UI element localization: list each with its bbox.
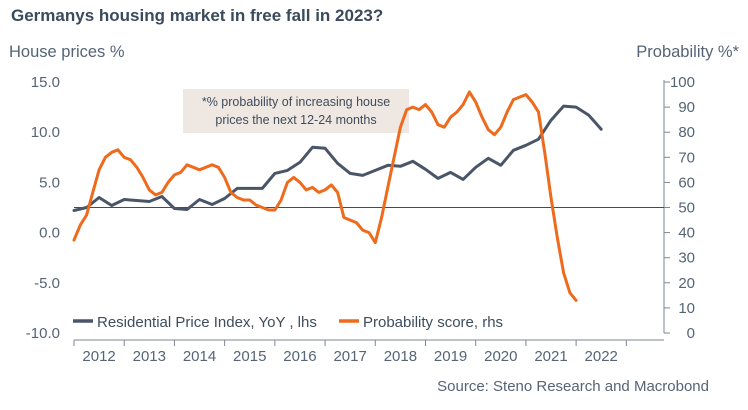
chart-title: Germanys housing market in free fall in …: [11, 6, 384, 25]
right-tick-label: 60: [678, 174, 695, 191]
left-tick-label: -5.0: [34, 275, 60, 292]
left-tick-label: 0.0: [39, 225, 60, 242]
left-axis-title: House prices %: [9, 43, 125, 61]
x-tick-label: 2013: [133, 348, 166, 365]
right-axis-title: Probability %*: [636, 43, 739, 61]
x-tick-label: 2015: [233, 348, 266, 365]
right-tick-label: 0: [687, 325, 695, 342]
left-tick-label: -10.0: [26, 325, 60, 342]
right-tick-label: 100: [670, 74, 695, 91]
x-tick-label: 2019: [434, 348, 467, 365]
legend: Residential Price Index, YoY , lhs Proba…: [73, 314, 503, 331]
right-tick-label: 10: [678, 300, 695, 317]
x-tick-label: 2014: [183, 348, 216, 365]
right-tick-label: 70: [678, 149, 695, 166]
series-lines: [72, 90, 603, 302]
x-axis: 2012 2013 2014 2015 2016 2017 2018 2019 2020 2021…: [73, 339, 664, 365]
annotation-line-2: prices the next 12-24 months: [215, 113, 376, 127]
right-tick-label: 90: [678, 99, 695, 116]
x-tick-label: 2017: [333, 348, 366, 365]
legend-label-price-index: Residential Price Index, YoY , lhs: [97, 314, 317, 331]
x-tick-label: 2018: [384, 348, 417, 365]
legend-label-probability: Probability score, rhs: [363, 314, 503, 331]
right-tick-label: 40: [678, 225, 695, 242]
left-tick-label: 15.0: [31, 74, 60, 91]
x-tick-label: 2020: [484, 348, 517, 365]
price-index-line: [72, 104, 603, 212]
left-tick-label: 5.0: [39, 174, 60, 191]
x-tick-label: 2016: [283, 348, 316, 365]
annotation-line-1: *% probability of increasing house: [202, 95, 390, 109]
right-tick-label: 30: [678, 250, 695, 267]
annotation-background: [183, 89, 409, 133]
probability-line: [72, 90, 578, 302]
right-tick-label: 20: [678, 275, 695, 292]
left-tick-label: 10.0: [31, 124, 60, 141]
right-axis-ticks: 0 10 20 30 40 50 60 70 80 90 100: [663, 74, 695, 342]
right-tick-label: 50: [678, 200, 695, 217]
left-axis-ticks: -10.0 -5.0 0.0 5.0 10.0 15.0: [26, 74, 60, 342]
right-tick-label: 80: [678, 124, 695, 141]
annotation-box: *% probability of increasing house price…: [183, 89, 409, 133]
x-tick-label: 2021: [534, 348, 567, 365]
source-note: Source: Steno Research and Macrobond: [437, 378, 709, 395]
x-tick-label: 2012: [82, 348, 115, 365]
x-tick-label: 2022: [585, 348, 618, 365]
